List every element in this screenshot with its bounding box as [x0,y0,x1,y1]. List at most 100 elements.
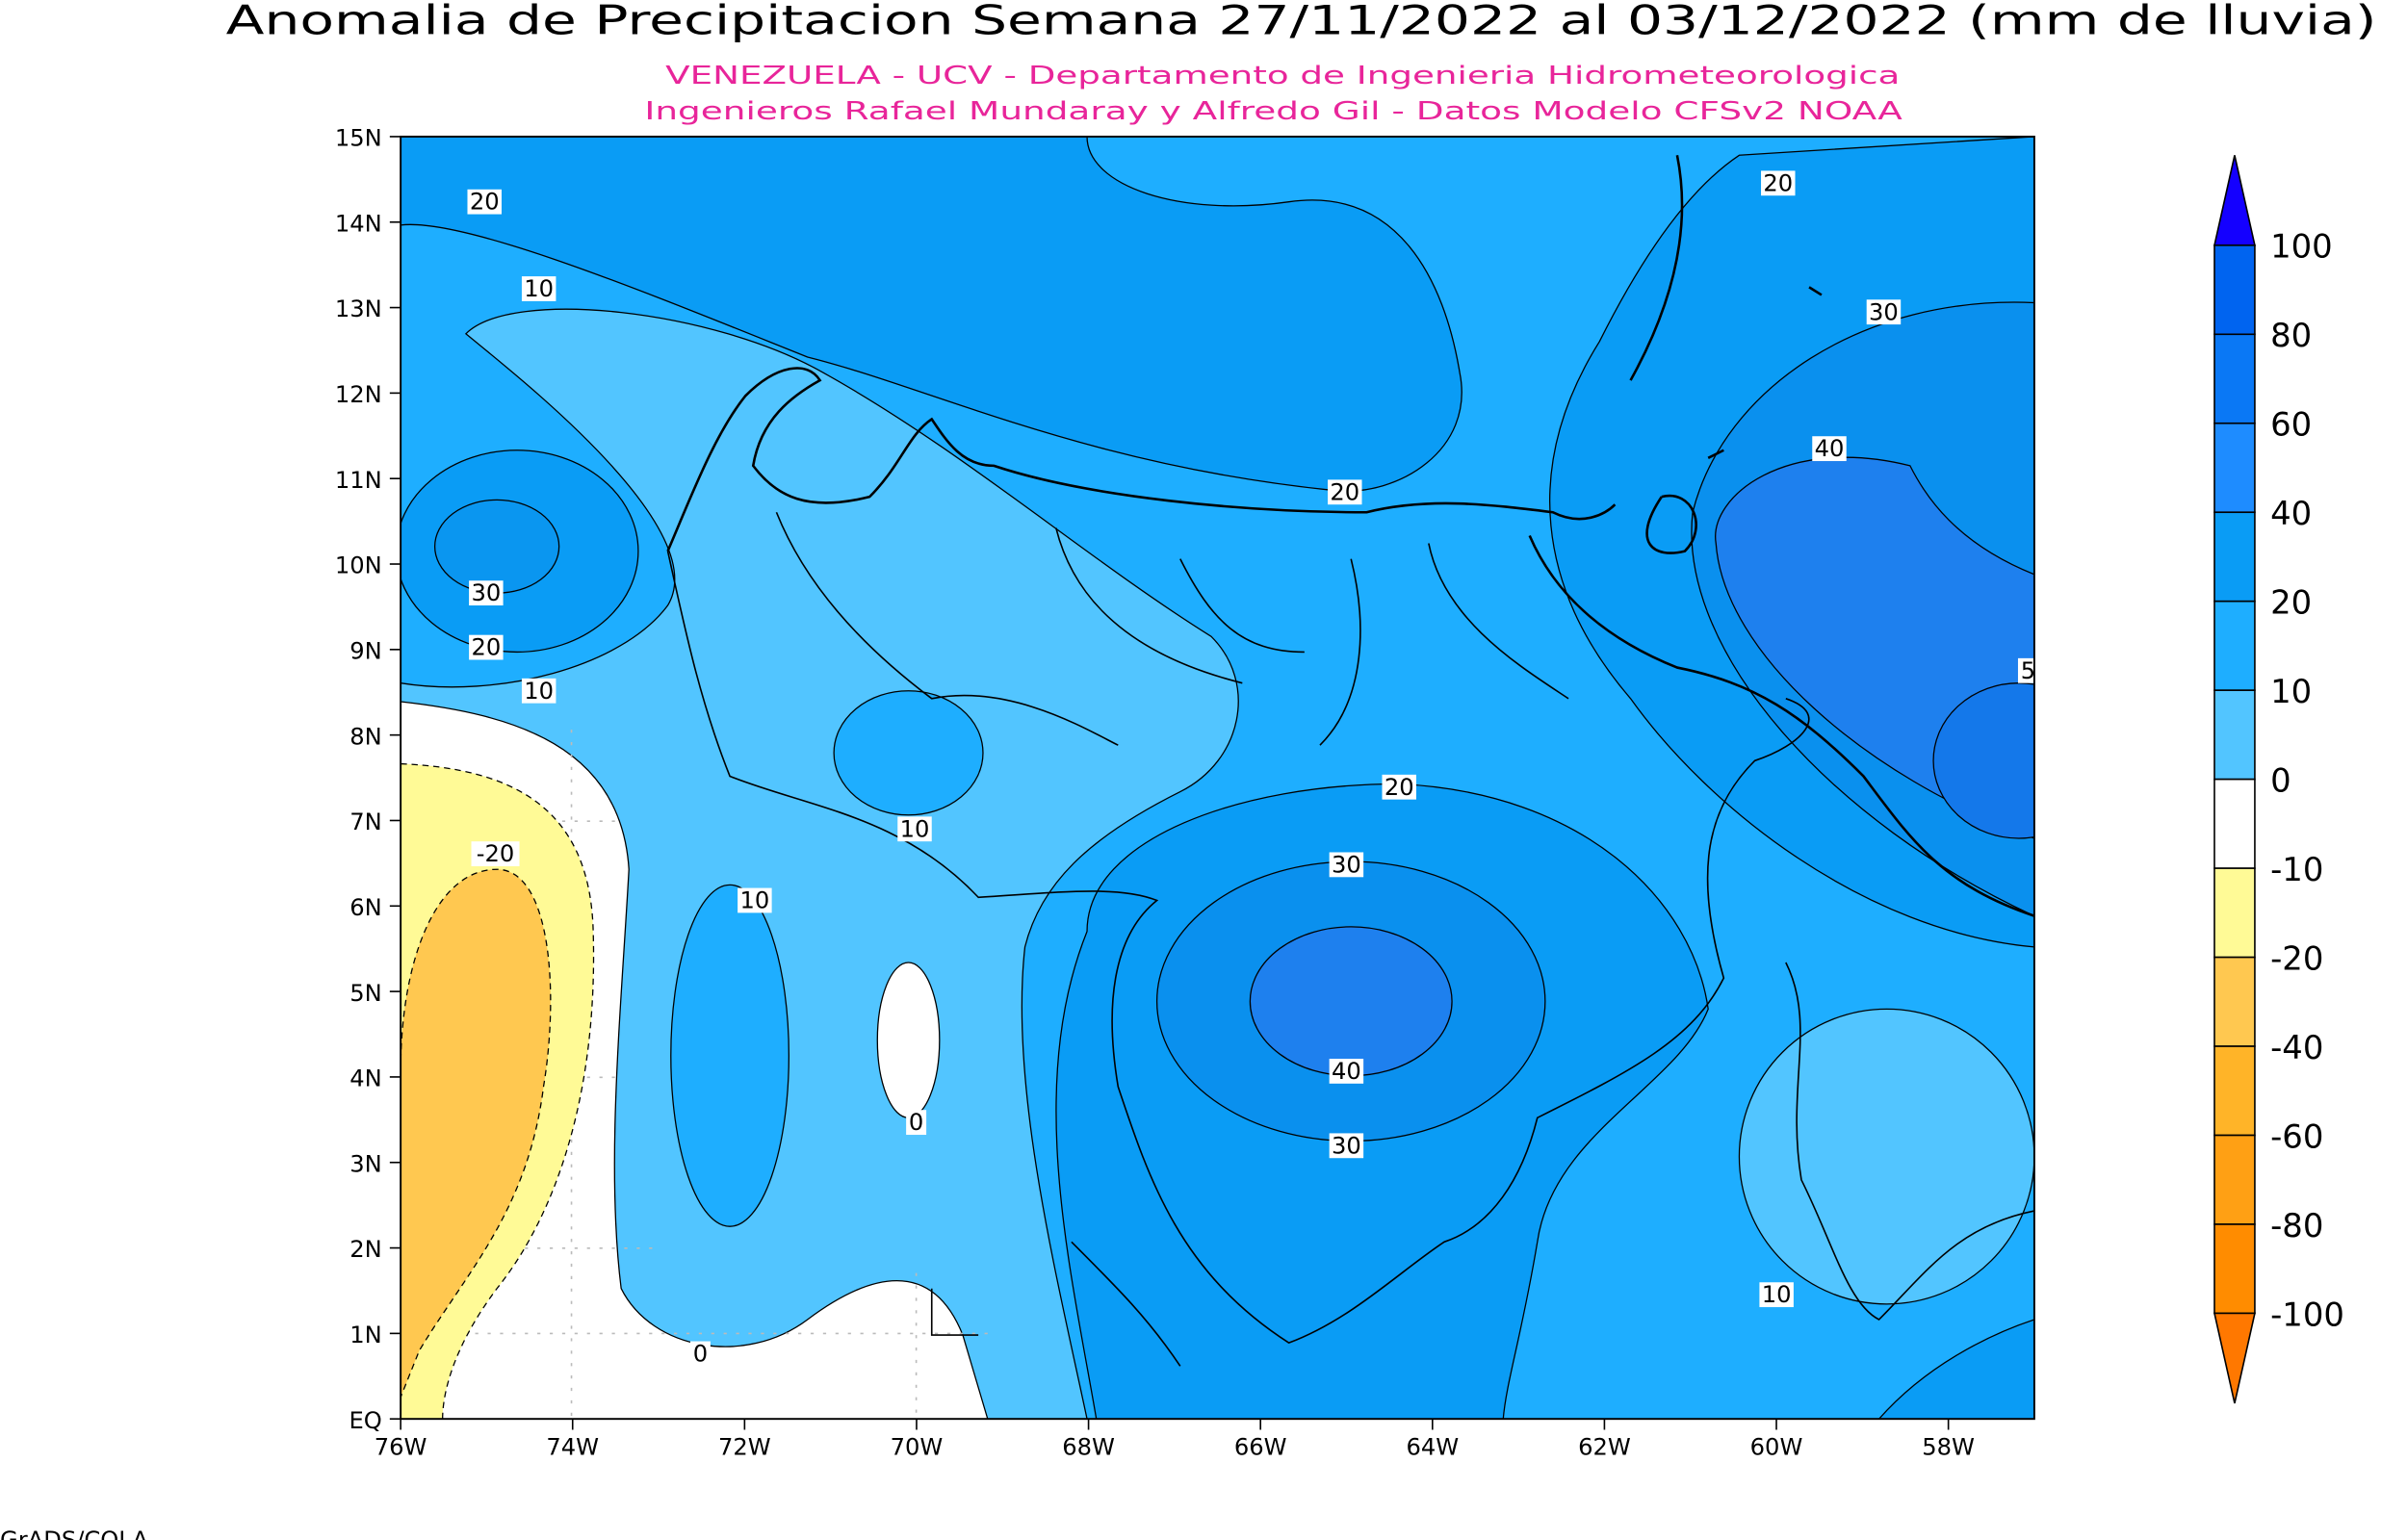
field [876,962,941,1118]
colorbar-label: 10 [2270,673,2312,710]
lat-label: 2N [349,1236,381,1263]
subtitle: Ingenieros Rafael Mundaray y Alfredo Gil… [644,97,1902,126]
contour-label-box [1328,479,1362,505]
lat-label: 11N [335,467,382,494]
coastline [666,155,2034,917]
contour-label: 30 [1869,298,1899,325]
lon-label: 58W [1922,1433,1975,1460]
lat-label: 4N [349,1065,381,1092]
contour-label: 10 [524,678,554,705]
lon-label: 62W [1578,1433,1631,1460]
lat-label: 7N [349,808,381,835]
axes: 15N 14N 13N 12N 11N 10N 9N 8N 7N 6N 5N 4N 3N 2N 1N EQ76… [335,125,1975,1461]
field [401,136,1462,492]
contour-label: -20 [477,840,515,867]
colorbar-label: -80 [2270,1207,2323,1245]
contour-label: 20 [1385,774,1414,801]
lon-label: 66W [1234,1433,1287,1460]
contour-label-box [1866,299,1902,325]
lat-label: 15N [335,125,382,152]
lat-label: 12N [335,381,382,408]
contour-label: 10 [524,275,554,302]
lon-label: 68W [1062,1433,1115,1460]
colorbar-box [2213,778,2256,869]
contour-label: 20 [1330,478,1359,505]
lon-label: 60W [1750,1433,1803,1460]
contour-label: 40 [1815,435,1845,462]
contour-label-box [467,189,502,215]
contour-label: 30 [471,579,501,606]
colorbar-label: 80 [2270,317,2312,354]
field [833,690,984,816]
colorbar-label: -60 [2270,1117,2323,1155]
colorbar-box [2213,1134,2256,1225]
map-frame [400,135,2035,1421]
contour-label: 0 [909,1109,923,1136]
contour-label-box [469,634,504,660]
contour-label: 10 [900,815,930,842]
colorbar-box [2213,511,2256,603]
lat-label: 8N [349,723,381,750]
contour-label: 40 [1332,1058,1361,1085]
lat-label: 13N [335,295,382,322]
field [1877,1319,2034,1420]
lon-label: 70W [891,1433,944,1460]
colorbar-label: 40 [2270,495,2312,532]
contour-label: 30 [1332,851,1361,878]
colorbar-box [2213,1223,2256,1315]
field [1738,1008,2034,1305]
colorbar-box [2213,600,2256,691]
contour-label-box [521,276,556,301]
lat-label: 14N [335,210,382,237]
colorbar-label: 20 [2270,584,2312,622]
contour-label: 0 [693,1341,708,1368]
title: Anomalia de Precipitacion Semana 27/11/2… [226,0,2377,43]
field [401,868,552,1398]
lat-label: 3N [349,1150,381,1177]
colorbar-label: -40 [2270,1029,2323,1066]
colorbar-box [2213,689,2256,781]
lat-label: 9N [349,638,381,665]
lat-label: 10N [335,552,382,579]
colorbar-box [2213,333,2256,424]
contour-label: 20 [1763,169,1793,196]
contour-label-box [738,887,772,913]
colorbar-arrow [2213,155,2256,246]
contour-label-box [2017,657,2034,683]
colorbar-box [2213,956,2256,1047]
colorbar-label: 0 [2270,762,2291,800]
colorbar-label: 60 [2270,406,2312,444]
contour-label-box [897,816,932,842]
colorbar-label: -100 [2270,1296,2344,1333]
colorbar-label: -10 [2270,851,2323,888]
colorbar-box [2213,867,2256,959]
borders [666,511,2034,1367]
lat-label: 1N [349,1322,381,1348]
lat-label: 6N [349,894,381,921]
lat-label: 5N [349,980,381,1007]
contour-labels: 20 10 30 20 10 20 20 30 40 5 20 10 30 -20 10 40 0 30 0 10 [467,169,2035,1368]
lon-label: 76W [375,1433,427,1460]
colorbar-box [2213,422,2256,514]
contour-label-box [689,1341,711,1367]
field [1249,926,1453,1077]
contour-label: 5 [2021,657,2035,684]
footer: GrADS/COLA [0,1527,148,1540]
contour-label-box [1382,774,1416,800]
contour-label: 30 [1332,1132,1361,1159]
contour-label-box [521,678,556,704]
contour-label-box [906,1110,927,1136]
contour-label: 20 [471,634,501,661]
map-fields: 20 10 30 20 10 20 20 30 40 5 20 10 30 -20 10 40 0 30 0 10 [401,136,2035,1420]
colorbar-box [2213,244,2256,336]
colorbar-box [2213,1045,2256,1137]
contour-label: 10 [1762,1281,1792,1308]
contour-label-box [469,580,504,606]
field [670,884,789,1227]
contour-label-box [1759,1282,1794,1308]
contour-label: 20 [470,189,500,216]
colorbar-label: 100 [2270,228,2333,266]
